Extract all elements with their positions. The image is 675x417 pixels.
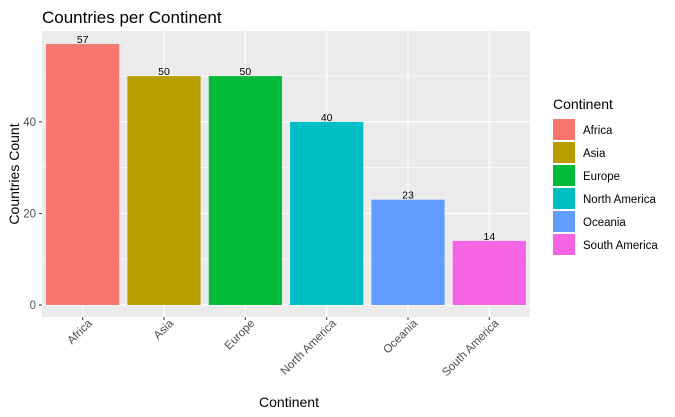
data-label: 50: [158, 66, 170, 78]
y-tick-label: 40: [23, 117, 36, 129]
data-label: 50: [239, 66, 251, 78]
legend-title: Continent: [553, 96, 613, 112]
legend-key: [553, 142, 575, 163]
legend-label: Africa: [583, 125, 613, 137]
bar-asia: [127, 76, 201, 305]
legend-key: [553, 119, 575, 140]
legend-label: Oceania: [583, 217, 626, 229]
x-axis: Africa Asia Europe North America Oceania Sout…: [66, 317, 502, 379]
legend-key: [553, 234, 575, 255]
x-tick-label: Europe: [223, 318, 258, 353]
legend-key: [553, 188, 575, 209]
legend-label: South America: [583, 240, 658, 252]
bar-europe: [208, 76, 282, 305]
data-label: 14: [483, 231, 495, 243]
legend: Continent Africa Asia Europe North America O…: [553, 96, 658, 255]
y-tick-label: 0: [30, 300, 36, 312]
data-label: 57: [77, 34, 89, 46]
bar-africa: [46, 44, 120, 306]
bar-south-america: [452, 240, 526, 305]
x-tick-label: Africa: [66, 317, 96, 347]
bar-oceania: [371, 199, 445, 305]
x-tick-label: South America: [440, 317, 502, 379]
minor-gridlines: [42, 75, 530, 260]
x-axis-title: Continent: [259, 394, 319, 410]
y-tick-label: 20: [23, 208, 36, 220]
bars: [46, 44, 526, 306]
y-axis: 0 20 40: [23, 117, 42, 312]
legend-key: [553, 165, 575, 186]
data-label: 40: [321, 112, 333, 124]
legend-label: Europe: [583, 171, 620, 183]
x-tick-label: Oceania: [381, 317, 420, 356]
plot-panel: [42, 31, 530, 317]
bar-north-america: [290, 121, 364, 305]
chart-title: Countries per Continent: [42, 8, 222, 27]
x-tick-label: North America: [279, 317, 339, 377]
data-labels: 57 50 50 40 23 14: [77, 34, 496, 243]
legend-label: Asia: [583, 148, 606, 160]
legend-label: North America: [583, 194, 656, 206]
data-label: 23: [402, 190, 414, 202]
legend-key: [553, 211, 575, 232]
x-tick-label: Asia: [152, 317, 177, 342]
y-axis-title: Countries Count: [6, 123, 22, 224]
